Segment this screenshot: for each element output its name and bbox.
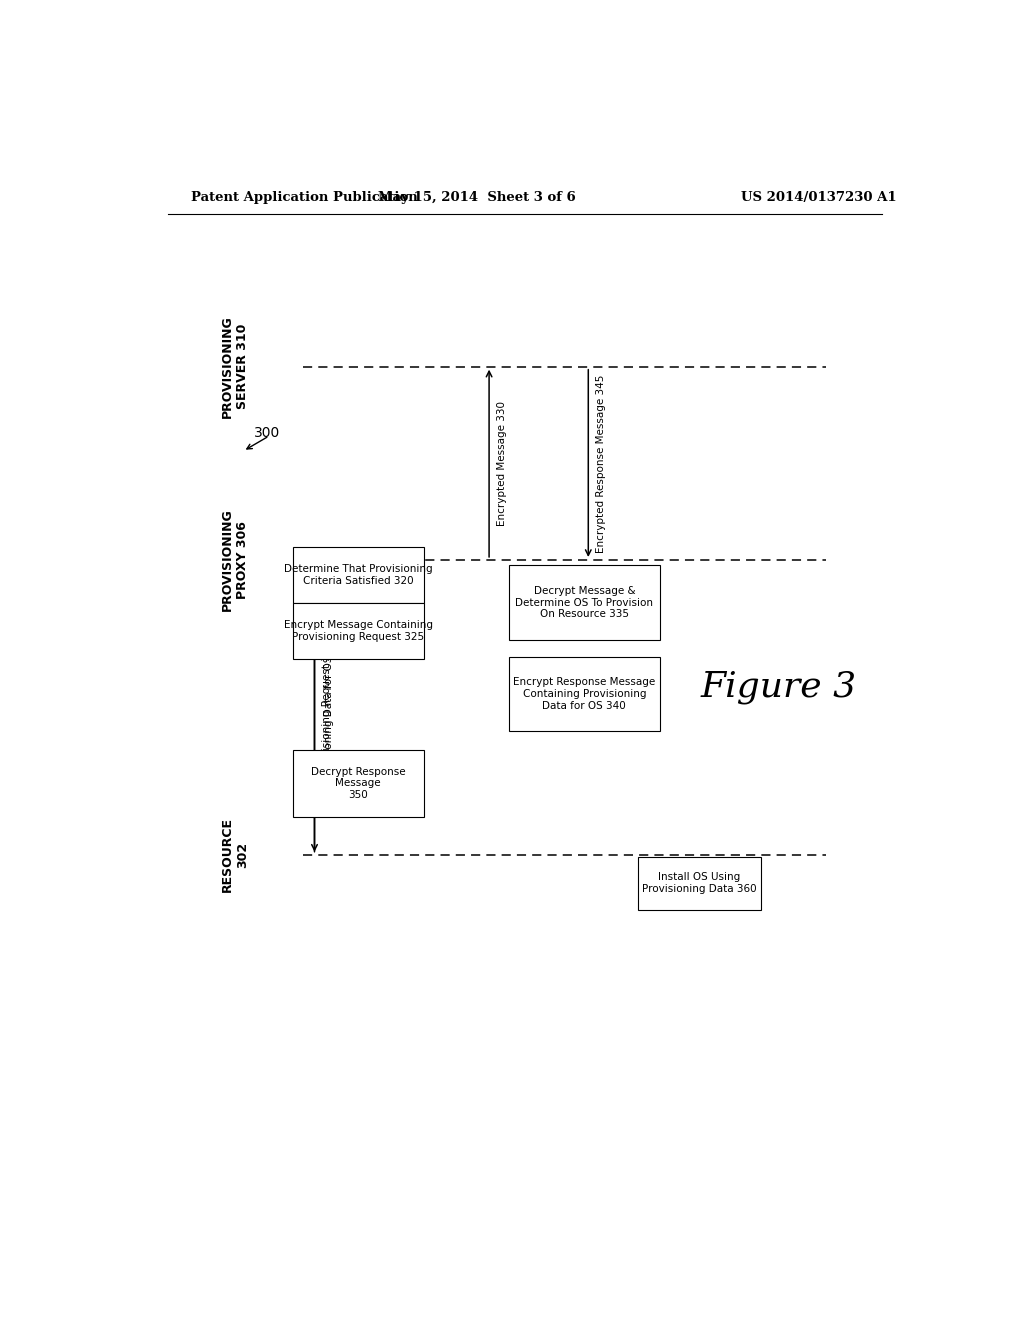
FancyBboxPatch shape [293, 548, 424, 603]
Text: May 15, 2014  Sheet 3 of 6: May 15, 2014 Sheet 3 of 6 [378, 190, 577, 203]
Text: PROVISIONING
SERVER 310: PROVISIONING SERVER 310 [221, 315, 249, 418]
Text: 300: 300 [254, 426, 280, 440]
Text: Install OS Using
Provisioning Data 360: Install OS Using Provisioning Data 360 [642, 873, 757, 894]
Text: Provisioning Data for OS 355: Provisioning Data for OS 355 [324, 632, 334, 783]
FancyBboxPatch shape [293, 751, 424, 817]
FancyBboxPatch shape [509, 657, 659, 731]
Text: Encrypted Response Message 345: Encrypted Response Message 345 [596, 374, 606, 553]
Text: RESOURCE
302: RESOURCE 302 [221, 817, 249, 892]
Text: Encrypt Response Message
Containing Provisioning
Data for OS 340: Encrypt Response Message Containing Prov… [513, 677, 655, 710]
Text: Patent Application Publication: Patent Application Publication [191, 190, 418, 203]
Text: Decrypt Response
Message
350: Decrypt Response Message 350 [311, 767, 406, 800]
FancyBboxPatch shape [509, 565, 659, 640]
Text: Encrypted Message 330: Encrypted Message 330 [497, 401, 507, 525]
FancyBboxPatch shape [638, 857, 761, 909]
Text: US 2014/0137230 A1: US 2014/0137230 A1 [740, 190, 896, 203]
Text: Determine That Provisioning
Criteria Satisfied 320: Determine That Provisioning Criteria Sat… [284, 565, 432, 586]
FancyBboxPatch shape [293, 603, 424, 659]
Text: Encrypt Message Containing
Provisioning Request 325: Encrypt Message Containing Provisioning … [284, 620, 433, 642]
Text: Decrypt Message &
Determine OS To Provision
On Resource 335: Decrypt Message & Determine OS To Provis… [515, 586, 653, 619]
Text: PROVISIONING
PROXY 306: PROVISIONING PROXY 306 [221, 508, 249, 611]
Text: Figure 3: Figure 3 [700, 671, 857, 704]
Text: Provisioning Request 315: Provisioning Request 315 [323, 642, 333, 774]
